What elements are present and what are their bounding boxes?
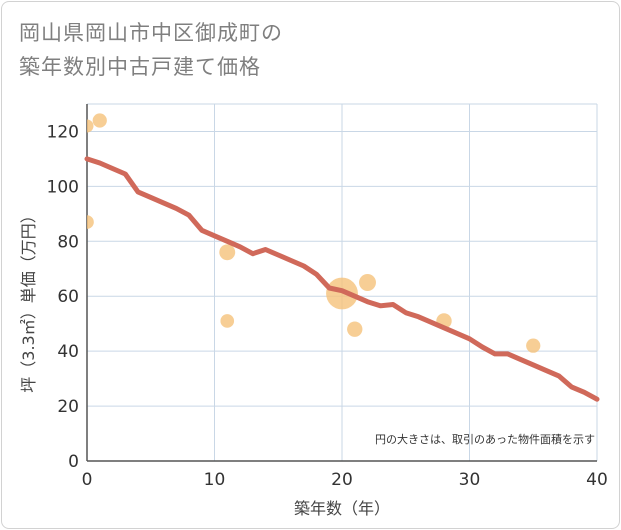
data-point-bubble [92, 113, 107, 128]
x-tick-label: 0 [82, 470, 93, 490]
chart-title-line-2: 築年数別中古戸建て価格 [19, 55, 261, 79]
data-point-bubble [87, 119, 94, 133]
y-tick-label: 40 [57, 342, 79, 362]
data-point-bubble [219, 244, 236, 261]
data-points [87, 113, 541, 353]
x-tick-label: 40 [586, 470, 608, 490]
data-point-bubble [326, 277, 358, 310]
x-tick-label: 20 [331, 470, 353, 490]
trend-line [84, 156, 600, 402]
data-point-bubble [347, 321, 363, 337]
x-tick-label: 10 [204, 470, 226, 490]
x-tick-label: 30 [459, 470, 481, 490]
data-point-bubble [359, 274, 376, 291]
y-tick-label: 60 [57, 287, 79, 307]
y-tick-label: 20 [57, 397, 79, 417]
chart-title-line-1: 岡山県岡山市中区御成町の [19, 21, 283, 45]
bubble-size-note: 円の大きさは、取引のあった物件面積を示す [375, 432, 595, 446]
y-axis-label: 坪（3.3㎡）単価（万円） [19, 207, 38, 392]
trend-line-group [84, 156, 600, 402]
y-tick-label: 0 [68, 452, 79, 472]
x-axis-label: 築年数（年） [294, 499, 390, 518]
data-point-bubble [220, 314, 235, 328]
data-point-bubble [526, 338, 541, 353]
y-tick-label: 80 [57, 232, 79, 252]
y-tick-label: 120 [47, 122, 79, 142]
axes [86, 104, 597, 462]
y-tick-label: 100 [47, 177, 79, 197]
tick-labels: 0 10 20 30 40 0 20 40 60 80 100 120 [47, 122, 608, 490]
data-point-bubble [87, 215, 94, 229]
chart-title: 岡山県岡山市中区御成町の 築年数別中古戸建て価格 [19, 16, 283, 84]
